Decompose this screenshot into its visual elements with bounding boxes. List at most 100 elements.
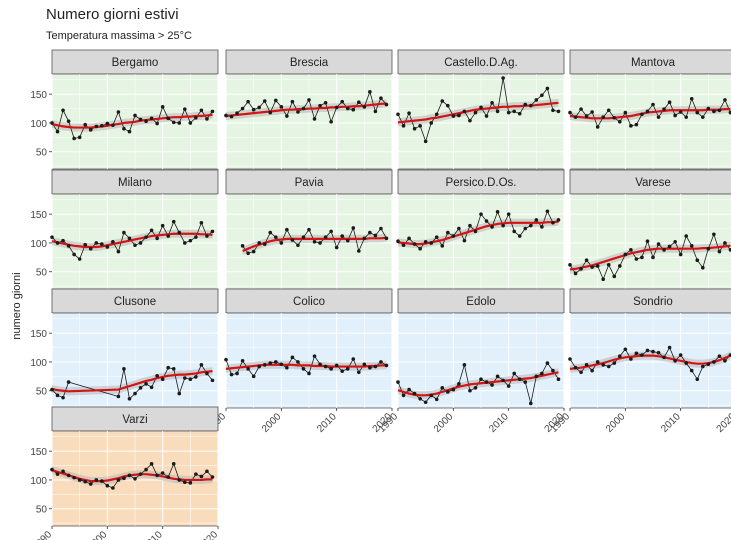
facet-label-milano: Milano [118, 177, 152, 189]
data-point [246, 99, 250, 104]
data-point [61, 469, 65, 474]
data-point [116, 249, 121, 254]
data-point [495, 210, 500, 214]
y-tick-label: 100 [30, 119, 47, 130]
data-point [534, 98, 539, 102]
data-point [667, 345, 672, 350]
data-point [684, 234, 688, 238]
x-tick-label: 2000 [604, 411, 628, 435]
facet-label-pavia: Pavia [295, 177, 324, 189]
data-point [551, 108, 555, 113]
data-point [701, 364, 705, 369]
data-point [629, 248, 633, 252]
data-point [506, 110, 511, 115]
data-point [601, 115, 605, 119]
data-point [323, 364, 328, 369]
data-point [183, 241, 187, 245]
data-point [257, 105, 262, 110]
data-point [484, 380, 489, 384]
smooth-curve-brescia [225, 102, 387, 118]
data-point [323, 100, 328, 105]
data-point [262, 363, 267, 367]
facet-bergamo: Bergamo 50 100 150 [30, 49, 219, 170]
data-point [484, 219, 489, 223]
data-point [194, 115, 198, 120]
data-point [701, 115, 705, 119]
data-point [133, 391, 137, 396]
data-point [122, 476, 126, 481]
x-tick-label: 1990 [549, 411, 573, 435]
data-point [149, 462, 154, 466]
data-point [534, 218, 539, 222]
data-point [166, 234, 170, 238]
data-point [434, 235, 439, 239]
data-point [251, 107, 256, 112]
smooth-curve-pavia [242, 236, 387, 253]
data-point [634, 122, 639, 127]
data-point [446, 230, 450, 235]
facet-panel-varese [569, 193, 731, 290]
data-point [66, 119, 71, 124]
data-point [468, 388, 472, 393]
data-point [183, 480, 187, 485]
facet-label-clusone: Clusone [114, 296, 156, 308]
data-point [706, 106, 711, 111]
data-point [373, 364, 378, 369]
data-point [301, 235, 306, 239]
facet-label-edolo: Edolo [466, 296, 495, 308]
data-point [689, 96, 694, 101]
data-point [285, 227, 289, 232]
data-point [618, 119, 622, 124]
data-point [728, 353, 731, 357]
data-point [257, 241, 262, 245]
data-point [473, 386, 478, 390]
data-point [307, 371, 311, 376]
data-point [362, 105, 367, 109]
data-point [235, 111, 239, 115]
data-point [127, 129, 132, 134]
data-point [723, 241, 727, 245]
data-point [329, 367, 333, 371]
data-point [512, 371, 516, 376]
data-point [451, 234, 456, 238]
data-point [155, 473, 159, 478]
data-point [501, 223, 505, 228]
smooth-curve-milano [51, 232, 213, 249]
data-point [595, 264, 600, 268]
data-point [301, 106, 306, 111]
data-point [712, 232, 716, 237]
facet-label-mantova: Mantova [631, 57, 676, 69]
data-point [667, 100, 672, 105]
data-point [66, 473, 71, 478]
facet-varzi: Varzi 50 100 150 1990 2000 2010 2020 [30, 406, 220, 540]
data-point [695, 377, 700, 382]
data-point [345, 106, 350, 111]
data-point [418, 246, 422, 251]
data-point [590, 265, 594, 269]
data-point [595, 125, 600, 129]
data-point [523, 380, 528, 384]
data-point [318, 103, 322, 108]
data-point [634, 351, 639, 356]
facet-label-colico: Colico [293, 296, 325, 308]
data-point [723, 98, 727, 102]
data-point [373, 109, 378, 114]
data-point [345, 238, 350, 243]
data-point [407, 387, 411, 392]
data-point [656, 242, 661, 246]
data-point [712, 360, 716, 364]
data-point [127, 396, 132, 401]
data-point [149, 116, 154, 121]
data-point [568, 263, 572, 267]
data-point [728, 248, 731, 252]
data-point [183, 376, 187, 380]
data-point [462, 109, 467, 114]
data-point [645, 239, 650, 244]
data-point [345, 367, 350, 371]
facet-label-bergamo: Bergamo [112, 57, 159, 69]
data-point [160, 223, 165, 228]
data-point [274, 98, 278, 103]
facet-milano: Milano 50 100 150 [30, 169, 219, 290]
